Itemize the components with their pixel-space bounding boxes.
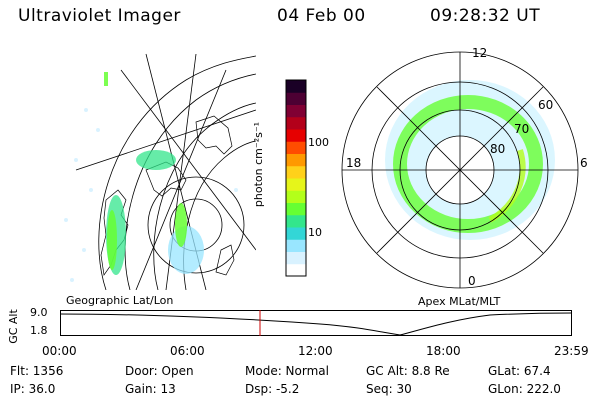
colorbar-segment: [286, 80, 306, 93]
colorbar-segment: [286, 141, 306, 154]
timeline-x-tick-3: 18:00: [426, 344, 461, 358]
geographic-map-panel: Geographic Lat/Lon: [46, 50, 257, 307]
colorbar-tick-100: 100: [308, 136, 329, 149]
dsp-value: Dsp: -5.2: [245, 382, 300, 396]
mlt-label-18: 18: [346, 156, 362, 170]
colorbar-segment: [286, 202, 306, 216]
timeline-x-tick-2: 12:00: [298, 344, 333, 358]
door-value: Door: Open: [125, 364, 194, 378]
mlt-label-12: 12: [472, 46, 488, 60]
seq-value: Seq: 30: [366, 382, 412, 396]
colorbar-segment: [286, 239, 306, 252]
geographic-map: [64, 53, 257, 291]
colorbar-segment: [286, 251, 306, 265]
polar-plot: [341, 51, 579, 289]
colorbar-segment: [286, 165, 306, 179]
flt-value: Flt: 1356: [10, 364, 64, 378]
time-label: 09:28:32 UT: [430, 6, 541, 26]
gc-alt-timeline: GC Alt 9.0 1.8 00:00 06:00 12:00 18:00 2…: [0, 298, 600, 360]
mode-value: Mode: Normal: [245, 364, 329, 378]
colorbar-segment: [286, 227, 306, 240]
gc-alt-value: GC Alt: 8.8 Re: [366, 364, 450, 378]
colorbar-graphic: [285, 79, 307, 277]
polar-label: Apex MLat/MLT: [418, 295, 501, 308]
map-label: Geographic Lat/Lon: [66, 294, 174, 307]
ip-value: IP: 36.0: [10, 382, 56, 396]
timeline-x-tick-1: 06:00: [170, 344, 205, 358]
timeline-y-tick-low: 1.8: [30, 324, 48, 337]
date-label: 04 Feb 00: [277, 6, 366, 26]
lat-label-70: 70: [514, 122, 530, 136]
gain-value: Gain: 13: [125, 382, 176, 396]
glon-value: GLon: 222.0: [488, 382, 561, 396]
mlt-label-0: 0: [468, 274, 476, 288]
colorbar-border: [285, 79, 307, 277]
colorbar: 100 10 photon cm⁻²s⁻¹: [252, 76, 332, 296]
polar-plot-panel: 12 18 6 0 60 70 80 Apex MLat/MLT: [330, 42, 600, 308]
timeline-x-tick-0: 00:00: [42, 344, 77, 358]
colorbar-segment: [286, 92, 306, 105]
colorbar-segment: [286, 190, 306, 203]
glat-value: GLat: 67.4: [488, 364, 551, 378]
colorbar-segment: [286, 263, 306, 277]
lat-label-80: 80: [490, 142, 506, 156]
colorbar-segment: [286, 116, 306, 130]
mlt-label-6: 6: [580, 156, 588, 170]
colorbar-segment: [286, 129, 306, 142]
timeline-y-tick-high: 9.0: [30, 306, 48, 319]
instrument-title: Ultraviolet Imager: [18, 6, 181, 26]
colorbar-segment: [286, 153, 306, 167]
lat-label-60: 60: [538, 98, 554, 112]
colorbar-segment: [286, 214, 306, 228]
colorbar-tick-10: 10: [308, 226, 322, 239]
colorbar-segment: [286, 178, 306, 191]
timeline-x-tick-4: 23:59: [554, 344, 589, 358]
status-info: Flt: 1356 Door: Open Mode: Normal GC Alt…: [0, 360, 600, 400]
timeline-plot: [60, 310, 572, 336]
header-bar: Ultraviolet Imager 04 Feb 00 09:28:32 UT: [0, 6, 600, 32]
colorbar-segment: [286, 104, 306, 118]
timeline-y-label: GC Alt: [6, 309, 20, 344]
colorbar-unit-label: photon cm⁻²s⁻¹: [252, 121, 266, 208]
